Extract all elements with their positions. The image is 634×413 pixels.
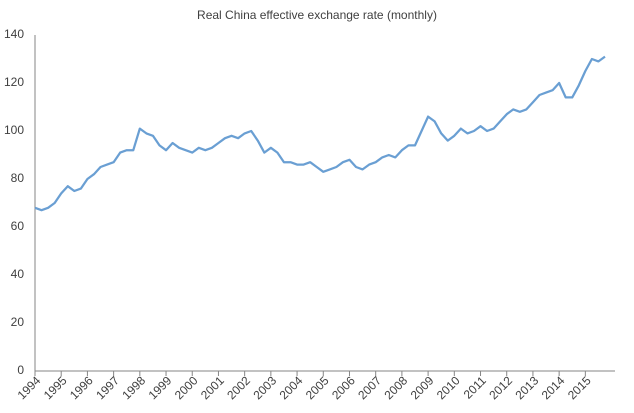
x-tick-label: 1994: [15, 373, 44, 402]
x-tick-label: 2003: [250, 373, 279, 402]
x-tick-label: 2009: [408, 373, 437, 402]
x-tick-label: 2012: [486, 373, 515, 402]
x-tick-label: 2008: [381, 373, 410, 402]
y-tick-label: 20: [11, 315, 25, 329]
y-tick-label: 140: [4, 27, 24, 41]
x-tick-label: 1999: [146, 373, 175, 402]
x-tick-label: 2001: [198, 373, 227, 402]
x-tick-label: 2011: [461, 373, 489, 401]
x-tick-label: 2007: [355, 373, 384, 402]
x-tick-label: 2002: [224, 373, 253, 402]
x-tick-label: 2000: [172, 373, 201, 402]
x-tick-label: 2013: [513, 373, 542, 402]
y-tick-label: 60: [11, 219, 25, 233]
y-tick-label: 80: [11, 171, 25, 185]
x-tick-label: 2015: [565, 373, 594, 402]
x-tick-label: 2014: [539, 373, 568, 402]
x-tick-label: 2005: [303, 373, 332, 402]
x-tick-label: 1998: [119, 373, 148, 402]
x-tick-label: 1997: [93, 373, 122, 402]
x-tick-label: 2004: [277, 373, 306, 402]
x-tick-label: 2006: [329, 373, 358, 402]
y-tick-label: 0: [17, 363, 24, 377]
x-tick-label: 1995: [41, 373, 70, 402]
x-tick-label: 2010: [434, 373, 463, 402]
chart-title: Real China effective exchange rate (mont…: [197, 8, 437, 22]
y-tick-label: 100: [4, 123, 24, 137]
data-line: [34, 55, 606, 212]
y-tick-label: 40: [11, 267, 25, 281]
x-tick-label: 1996: [67, 373, 96, 402]
y-tick-label: 120: [4, 75, 24, 89]
